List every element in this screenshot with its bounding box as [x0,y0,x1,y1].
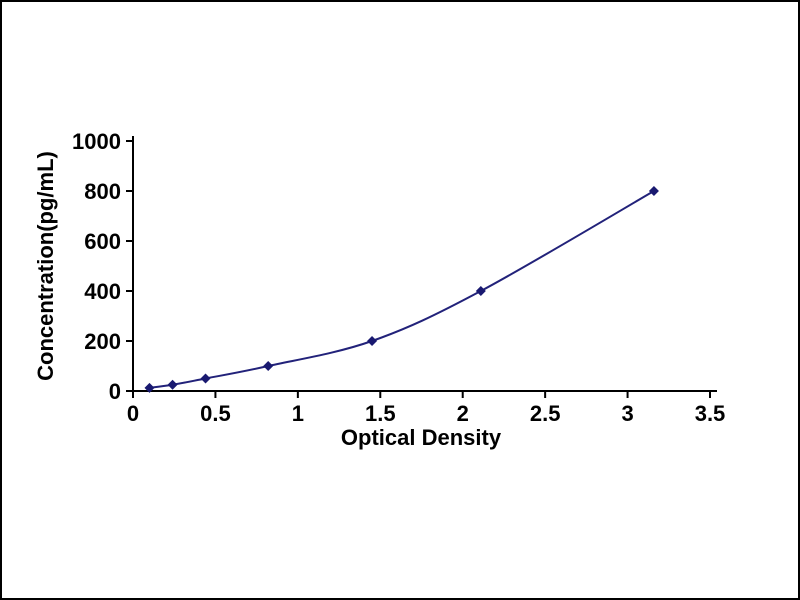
x-tick-label: 0 [127,401,139,426]
x-tick-label: 1.5 [365,401,396,426]
standard-curve-line [149,190,655,389]
x-tick-label: 0.5 [200,401,231,426]
x-tick-label: 2.5 [530,401,561,426]
y-tick-label: 800 [84,179,121,204]
data-point-marker [475,286,486,296]
x-axis-title: Optical Density [340,425,502,450]
y-tick-label: 200 [84,329,121,354]
x-tick-label: 3.5 [695,401,726,426]
y-axis-title: Concentration(pg/mL) [33,151,58,381]
x-tick-label: 2 [457,401,469,426]
data-point-marker [167,379,178,390]
x-tick-label: 3 [621,401,633,426]
x-tick-label: 1 [292,401,304,426]
data-point-marker [263,361,274,371]
data-point-marker [648,186,659,196]
data-point-marker [200,373,211,384]
data-point-marker [144,382,155,393]
y-tick-label: 400 [84,279,121,304]
y-tick-label: 600 [84,229,121,254]
y-tick-label: 0 [109,379,121,404]
y-tick-label: 1000 [72,129,121,154]
data-point-marker [367,336,378,346]
